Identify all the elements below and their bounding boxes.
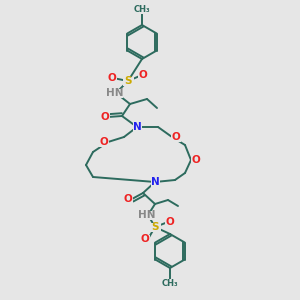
Bar [135, 6, 149, 14]
Text: O: O [166, 217, 174, 227]
Bar [99, 137, 109, 146]
Bar [151, 178, 160, 187]
Text: O: O [124, 194, 132, 204]
Bar [149, 223, 161, 232]
Text: CH₃: CH₃ [134, 5, 150, 14]
Bar [107, 88, 122, 98]
Bar [165, 218, 175, 226]
Text: O: O [108, 73, 116, 83]
Bar [139, 211, 155, 220]
Text: HN: HN [138, 210, 156, 220]
Bar [122, 76, 134, 85]
Text: O: O [192, 155, 200, 165]
Bar [133, 122, 142, 131]
Text: N: N [133, 122, 141, 132]
Text: O: O [100, 137, 108, 147]
Text: O: O [172, 132, 180, 142]
Bar [163, 279, 177, 287]
Text: HN: HN [106, 88, 124, 98]
Text: CH₃: CH₃ [162, 278, 178, 287]
Bar [191, 155, 201, 164]
Text: O: O [141, 234, 149, 244]
Bar [140, 235, 150, 244]
Text: S: S [124, 76, 132, 86]
Bar [107, 74, 117, 82]
Bar [171, 133, 181, 142]
Text: N: N [151, 177, 159, 187]
Text: O: O [139, 70, 147, 80]
Text: S: S [151, 222, 159, 232]
Bar [100, 112, 110, 122]
Text: O: O [100, 112, 109, 122]
Bar [138, 70, 148, 80]
Bar [123, 194, 133, 203]
